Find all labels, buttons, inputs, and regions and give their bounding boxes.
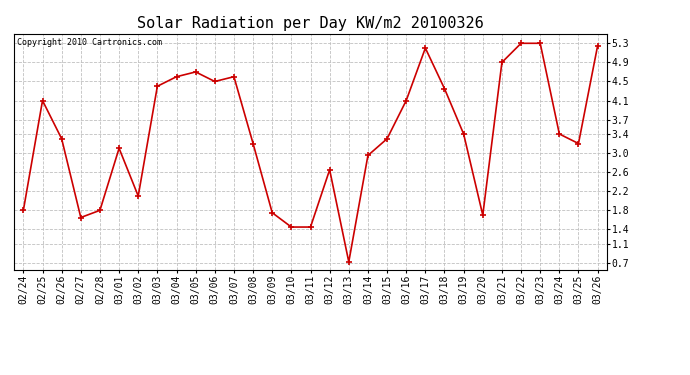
- Text: Copyright 2010 Cartronics.com: Copyright 2010 Cartronics.com: [17, 39, 161, 48]
- Title: Solar Radiation per Day KW/m2 20100326: Solar Radiation per Day KW/m2 20100326: [137, 16, 484, 31]
